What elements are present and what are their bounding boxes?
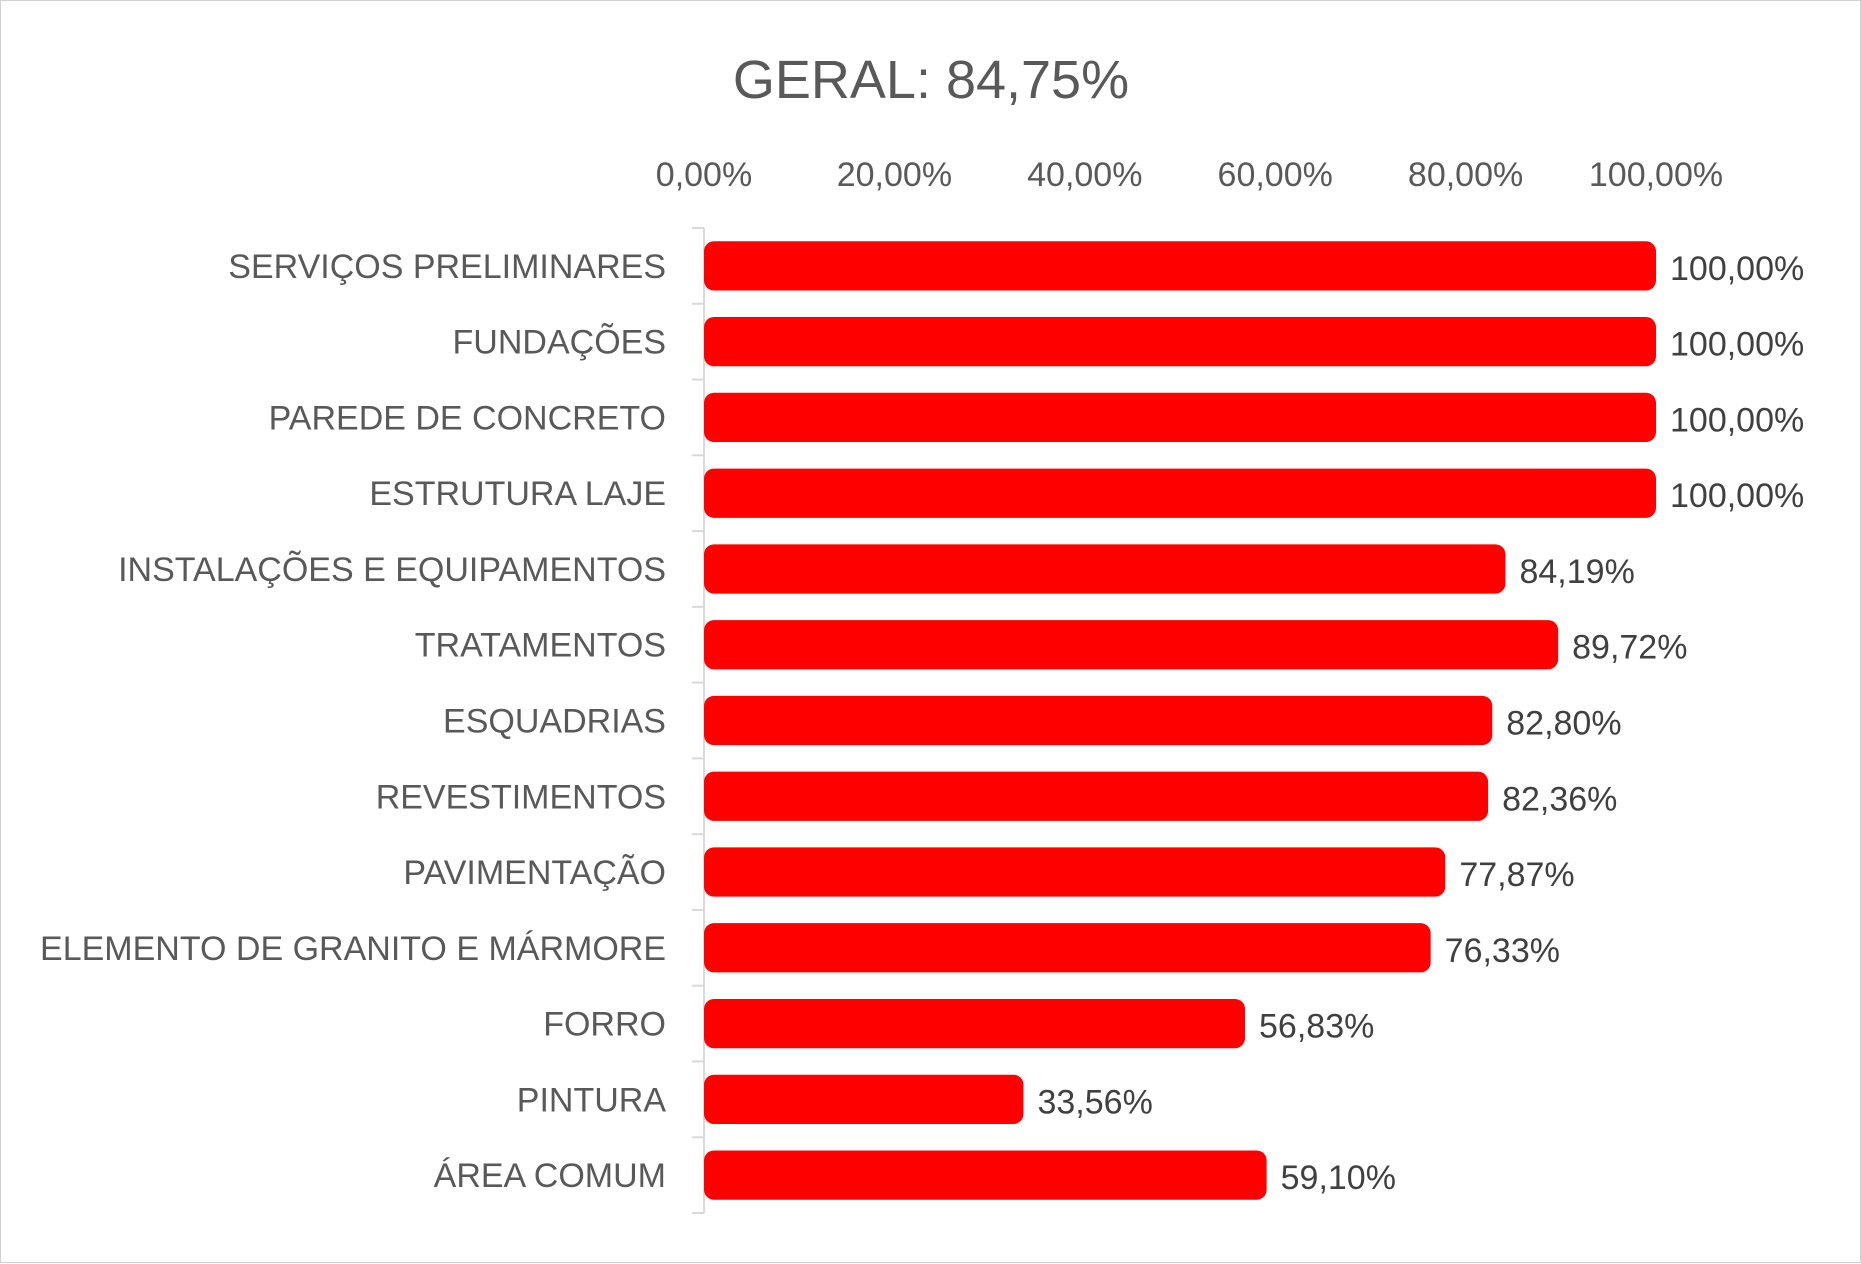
category-label: ESQUADRIAS <box>443 703 666 741</box>
category-label: REVESTIMENTOS <box>376 778 666 816</box>
data-label: 59,10% <box>1281 1159 1396 1197</box>
data-labels: 100,00% 100,00% 100,00% 100,00% 84,19% 89,72%… <box>1037 250 1804 1197</box>
bar <box>704 620 1559 670</box>
data-label: 84,19% <box>1519 553 1634 591</box>
x-tick-label: 80,00% <box>1408 156 1523 194</box>
y-axis-tick-marks <box>692 227 704 1214</box>
data-label: 77,87% <box>1459 856 1574 894</box>
chart-title: GERAL: 84,75% <box>733 50 1129 110</box>
bar <box>704 392 1656 443</box>
category-label: ELEMENTO DE GRANITO E MÁRMORE <box>40 930 666 968</box>
bar <box>704 695 1493 746</box>
bar <box>704 317 1656 367</box>
data-label: 100,00% <box>1670 326 1804 364</box>
bar <box>704 1150 1267 1200</box>
category-label: INSTALAÇÕES E EQUIPAMENTOS <box>118 551 666 589</box>
bar <box>704 468 1656 518</box>
bar <box>704 1074 1024 1124</box>
bar <box>704 544 1506 594</box>
x-tick-label: 60,00% <box>1218 156 1333 194</box>
x-tick-label: 40,00% <box>1027 156 1142 194</box>
x-tick-label: 20,00% <box>837 156 952 194</box>
x-tick-label: 100,00% <box>1589 156 1723 194</box>
category-label: TRATAMENTOS <box>415 627 666 665</box>
category-label: FUNDAÇÕES <box>453 324 666 362</box>
category-label: PAVIMENTAÇÃO <box>403 854 666 892</box>
bar <box>704 998 1246 1049</box>
category-label: SERVIÇOS PRELIMINARES <box>228 248 666 286</box>
category-label: FORRO <box>543 1006 666 1044</box>
data-label: 76,33% <box>1445 932 1560 970</box>
data-label: 56,83% <box>1259 1008 1374 1046</box>
x-axis-ticks: 0,00% 20,00% 40,00% 60,00% 80,00% 100,00% <box>656 156 1723 194</box>
data-label: 100,00% <box>1670 250 1804 288</box>
data-label: 100,00% <box>1670 401 1804 439</box>
data-label: 82,80% <box>1506 705 1621 743</box>
bar <box>704 241 1656 291</box>
data-label: 33,56% <box>1037 1083 1152 1121</box>
bar <box>704 923 1431 973</box>
category-label: ESTRUTURA LAJE <box>369 475 666 513</box>
data-label: 89,72% <box>1572 629 1687 667</box>
category-label: ÁREA COMUM <box>434 1157 666 1195</box>
category-label: PINTURA <box>517 1081 667 1119</box>
category-label: PAREDE DE CONCRETO <box>269 399 666 437</box>
data-label: 82,36% <box>1502 780 1617 818</box>
data-label: 100,00% <box>1670 477 1804 515</box>
bar <box>704 771 1489 821</box>
x-tick-label: 0,00% <box>656 156 752 194</box>
category-labels: SERVIÇOS PRELIMINARES FUNDAÇÕES PAREDE DE … <box>40 248 666 1195</box>
bars <box>704 241 1656 1200</box>
bar <box>704 847 1446 897</box>
